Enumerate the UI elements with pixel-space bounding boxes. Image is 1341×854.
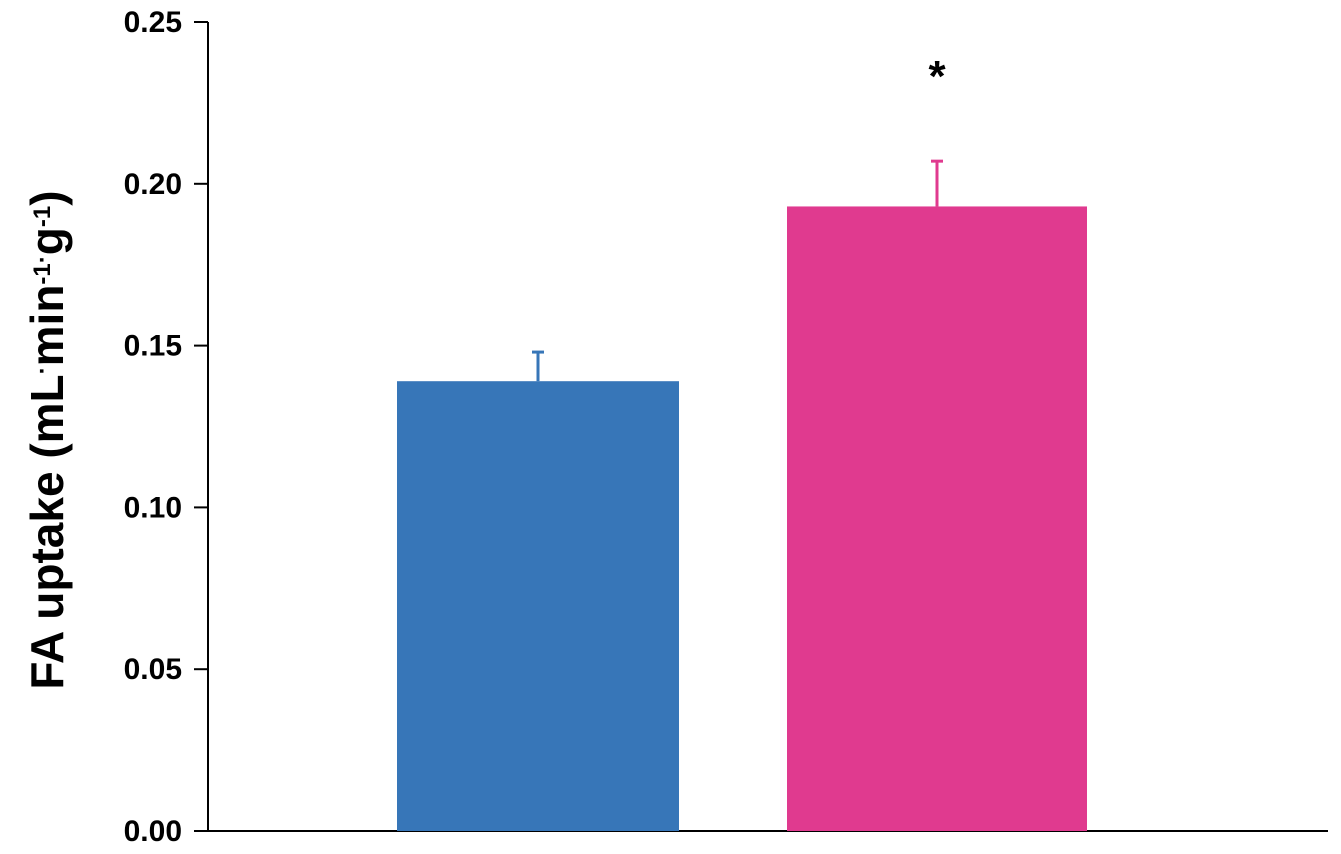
- y-axis-label-part: FA uptake (mL: [21, 374, 73, 689]
- significance-marker: *: [928, 52, 946, 101]
- y-axis-label-part: -1: [29, 263, 56, 284]
- y-axis-label: FA uptake (mL·min-1·g-1): [21, 190, 73, 689]
- y-tick-label: 0.25: [124, 6, 182, 39]
- y-axis-label-part: -1: [29, 206, 56, 227]
- y-tick-label: 0.15: [124, 330, 182, 363]
- y-axis: 0.00 0.05 0.10 0.15 0.20 0.25: [124, 6, 1328, 848]
- bars-group: *: [397, 52, 1087, 831]
- y-tick-label: 0.05: [124, 653, 182, 686]
- y-axis-label-part: g: [21, 227, 73, 255]
- y-tick-label: 0.20: [124, 168, 182, 201]
- y-axis-label-part: ): [21, 190, 73, 205]
- y-axis-label-part: ·: [29, 366, 56, 374]
- y-axis-label-part: ·: [29, 255, 56, 263]
- y-tick-label: 0.10: [124, 491, 182, 524]
- bar: [787, 206, 1087, 831]
- y-axis-label-part: min: [21, 285, 73, 367]
- bar: [397, 381, 679, 831]
- y-tick-label: 0.00: [124, 815, 182, 848]
